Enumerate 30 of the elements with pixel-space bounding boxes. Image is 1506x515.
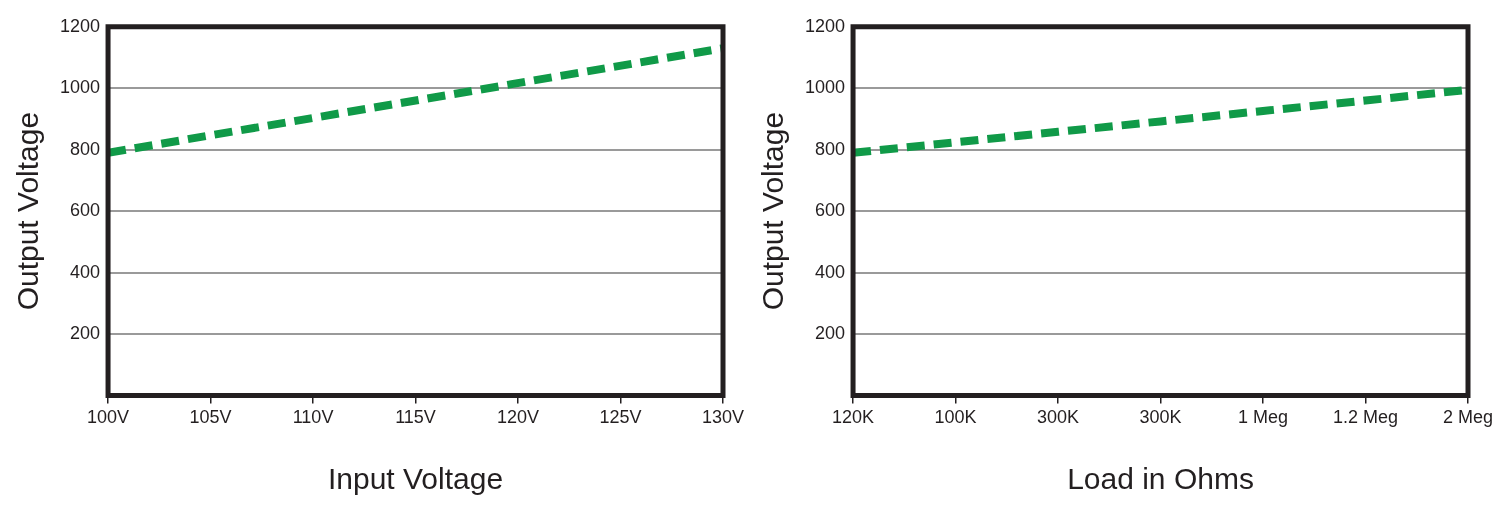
x-tick-label: 110V [292, 407, 334, 428]
x-tick-label: 120K [832, 407, 875, 428]
x-axis-title: Input Voltage [327, 462, 504, 496]
y-tick-label: 200 [70, 322, 101, 343]
y-tick-label: 800 [815, 138, 846, 159]
x-tick-label: 300K [1139, 407, 1182, 428]
x-tick-label: 2 Meg [1442, 407, 1494, 428]
y-tick-label: 600 [815, 200, 846, 221]
y-tick-label: 400 [815, 261, 846, 282]
y-axis-title: Output Voltage [11, 111, 45, 311]
y-tick-label: 1000 [805, 77, 846, 98]
y-tick-label: 400 [70, 261, 101, 282]
x-tick-label: 130V [701, 407, 745, 428]
y-axis-title: Output Voltage [756, 111, 790, 311]
y-tick-label: 600 [70, 200, 101, 221]
x-tick-label: 115V [395, 407, 436, 428]
x-tick-label: 100K [934, 407, 977, 428]
x-axis-title: Load in Ohms [1067, 462, 1254, 496]
x-tick-label: 120V [496, 407, 540, 428]
x-tick-label: 300K [1037, 407, 1080, 428]
y-tick-label: 1000 [60, 77, 101, 98]
y-tick-label: 1200 [60, 15, 101, 36]
y-tick-label: 1200 [805, 15, 846, 36]
x-tick-label: 1.2 Meg [1332, 407, 1399, 428]
y-tick-label: 800 [70, 138, 101, 159]
y-tick-label: 200 [815, 322, 846, 343]
x-tick-label: 100V [87, 407, 130, 428]
x-tick-label: 125V [599, 407, 642, 428]
x-tick-label: 105V [189, 407, 232, 428]
x-tick-label: 1 Meg [1238, 407, 1289, 428]
